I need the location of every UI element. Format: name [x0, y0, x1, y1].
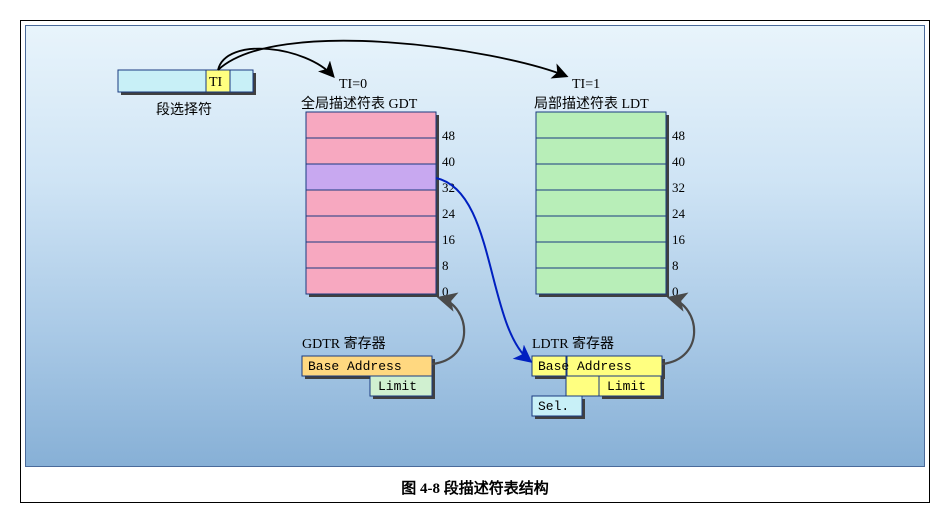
table-row: [306, 112, 436, 138]
offset-label: 32: [672, 180, 685, 195]
ldt-title: 局部描述符表 LDT: [534, 96, 649, 112]
offset-label: 0: [672, 284, 679, 299]
offset-label: 48: [442, 128, 455, 143]
segment-selector: TI 段选择符: [118, 70, 256, 118]
table-row: [306, 190, 436, 216]
ti1-label: TI=1: [572, 77, 600, 92]
offset-label: 48: [672, 128, 685, 143]
gdt-title: 全局描述符表 GDT: [301, 95, 418, 112]
arrow-ti-to-ldt: [218, 41, 566, 76]
gdt-table: 081624324048: [306, 112, 456, 299]
offset-label: 8: [442, 258, 449, 273]
offset-label: 40: [442, 154, 455, 169]
offset-label: 16: [672, 232, 686, 247]
table-row: [536, 112, 666, 138]
arrow-gdtr-to-gdt: [432, 298, 464, 364]
figure-caption: 图 4-8 段描述符表结构: [25, 477, 925, 498]
gdtr-label: GDTR 寄存器: [302, 335, 386, 352]
ldtr-register: LDTR 寄存器 Base Address Limit Sel.: [532, 335, 665, 419]
table-row: [536, 138, 666, 164]
diagram-canvas: TI 段选择符 TI=0 TI=1 全局描述符表 GDT 局部描述符表 LDT …: [26, 26, 926, 466]
table-row: [306, 138, 436, 164]
selector-label: 段选择符: [156, 102, 212, 118]
table-row: [536, 190, 666, 216]
offset-label: 16: [442, 232, 456, 247]
offset-label: 0: [442, 284, 449, 299]
gdtr-register: GDTR 寄存器 Base Address Limit: [302, 335, 435, 399]
table-row: [536, 164, 666, 190]
table-row: [306, 164, 436, 190]
offset-label: 40: [672, 154, 685, 169]
arrow-ldtr-to-ldt: [662, 298, 694, 364]
ldtr-base-text: Base Address: [538, 359, 632, 374]
table-row: [536, 216, 666, 242]
ldtr-sel-text: Sel.: [538, 399, 569, 414]
ldtr-limit-text: Limit: [607, 379, 646, 394]
table-row: [306, 268, 436, 294]
ldtr-label: LDTR 寄存器: [532, 335, 614, 352]
table-row: [306, 242, 436, 268]
selector-ti-text: TI: [209, 75, 223, 90]
table-row: [536, 242, 666, 268]
gdtr-limit-text: Limit: [378, 379, 417, 394]
offset-label: 24: [442, 206, 456, 221]
table-row: [536, 268, 666, 294]
offset-label: 8: [672, 258, 679, 273]
ti0-label: TI=0: [339, 77, 367, 92]
gdtr-base-text: Base Address: [308, 359, 402, 374]
ldt-table: 0 8 16 24 32 40 48: [536, 112, 686, 299]
table-row: [306, 216, 436, 242]
ldtr-limit-pad: [566, 376, 599, 396]
offset-label: 24: [672, 206, 686, 221]
selector-rpl-cell: [230, 70, 253, 92]
